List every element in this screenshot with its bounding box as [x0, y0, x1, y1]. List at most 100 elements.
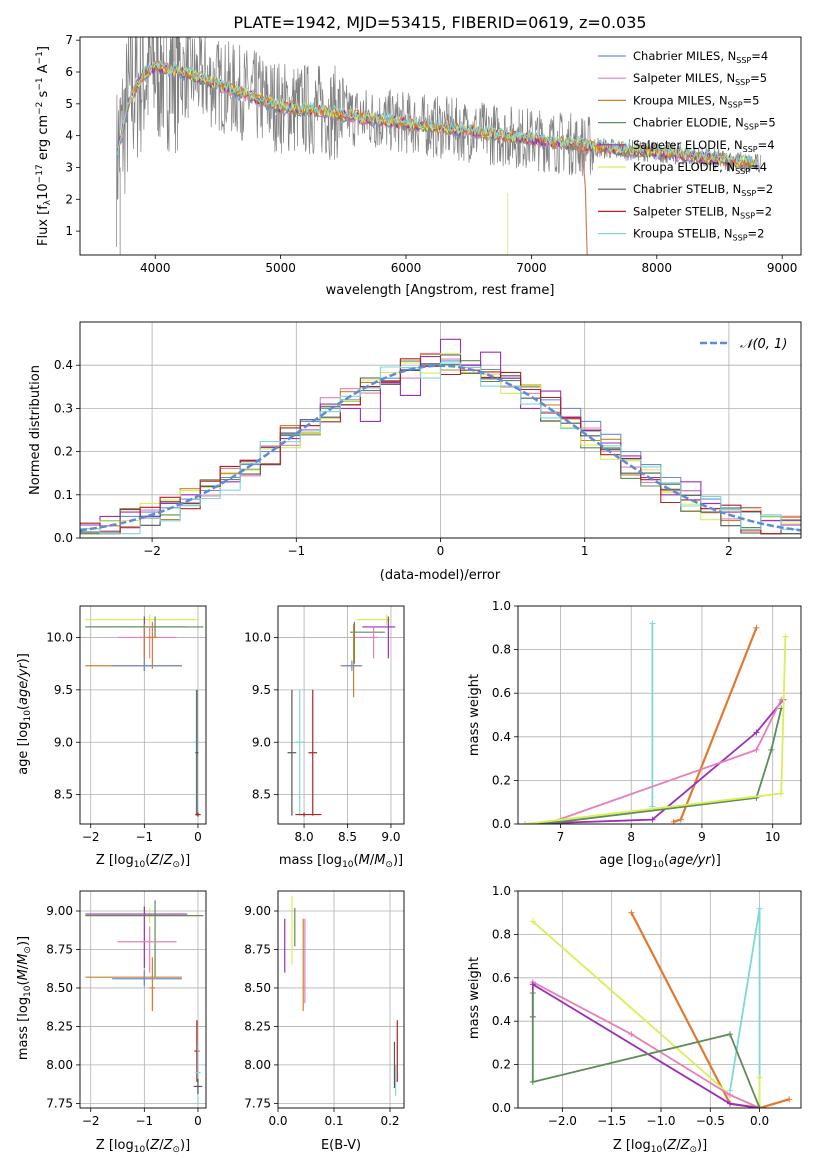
mw-z-line: [531, 982, 760, 1108]
legend-label: Chabrier MILES, NSSP=4: [633, 49, 768, 65]
residuals-ylabel: Normed distribution: [28, 365, 43, 495]
x-tick-label: 0: [437, 544, 445, 558]
axes-frame: [79, 890, 207, 1109]
y-tick-label: 0.6: [492, 686, 511, 700]
x-tick-label: 0: [194, 830, 202, 844]
x-tick-label: 8: [627, 830, 635, 844]
x-tick-label: −2: [143, 544, 161, 558]
y-tick-label: 9.00: [46, 904, 73, 918]
y-tick-label: 8.75: [46, 942, 73, 956]
y-tick-label: 0.3: [54, 401, 73, 415]
y-tick-label: 6: [65, 65, 73, 79]
y-tick-label: 8.75: [244, 942, 271, 956]
svg-text:Z [log10(Z/Z⊙)]: Z [log10(Z/Z⊙)]: [613, 1138, 707, 1155]
mw-age-line: [546, 699, 783, 824]
x-tick-label: 0: [194, 1114, 202, 1128]
y-tick-label: 8.00: [244, 1058, 271, 1072]
x-tick-label: 8000: [642, 261, 673, 275]
mass-z-points: [85, 900, 204, 1104]
mass-vs-ebv-panel: 0.0 0.1 0.2 7.75 8.00 8.25 8.50 8.75 9.00: [244, 890, 405, 1128]
mass-weight-vs-z-panel: −2.0 −1.5 −1.0 −0.5 0.0 0.0 0.2 0.4 0.6 0.8 1.0: [492, 884, 802, 1128]
x-tick-label: 9: [698, 830, 706, 844]
model-spectrum: [117, 59, 758, 167]
x-tick-label: 9000: [767, 261, 798, 275]
mass-z-ylabel: mass [log10(M/M⊙)]: [16, 936, 33, 1060]
svg-text:Z [log10(Z/Z⊙)]: Z [log10(Z/Z⊙)]: [96, 1138, 190, 1155]
mw-z-line: [532, 981, 760, 1108]
y-tick-label: 9.5: [54, 683, 73, 697]
svg-text:mass [log10(M/M⊙)]: mass [log10(M/M⊙)]: [279, 853, 403, 870]
x-tick-label: 1: [581, 544, 589, 558]
y-tick-label: 9.0: [252, 735, 271, 749]
y-tick-label: 8.5: [54, 788, 73, 802]
y-tick-label: 7.75: [244, 1096, 271, 1110]
x-tick-label: 0.0: [750, 1114, 769, 1128]
mw-age-line: [673, 627, 758, 823]
mw-z-lines: [529, 905, 793, 1108]
y-tick-label: 0.0: [492, 1101, 511, 1115]
svg-text:age [log10(age/yr)]: age [log10(age/yr)]: [599, 853, 721, 870]
x-tick-label: −1: [135, 830, 153, 844]
svg-text:age [log10(age/yr)]: age [log10(age/yr)]: [16, 653, 33, 775]
y-tick-label: 0.4: [492, 730, 511, 744]
y-tick-label: 0.8: [492, 927, 511, 941]
age-z-ylabel: age [log10(age/yr)]: [16, 653, 33, 775]
x-tick-label: −0.5: [696, 1114, 725, 1128]
y-tick-label: 7: [65, 33, 73, 47]
x-tick-label: −1.5: [597, 1114, 626, 1128]
x-tick-label: 7000: [516, 261, 547, 275]
y-tick-label: 3: [65, 160, 73, 174]
legend-label: Chabrier ELODIE, NSSP=5: [633, 116, 776, 132]
x-tick-label: −1: [287, 544, 305, 558]
x-tick-label: 0.0: [268, 1114, 287, 1128]
spectrum-xlabel: wavelength [Angstrom, rest frame]: [326, 283, 555, 298]
y-tick-label: 8.25: [244, 1019, 271, 1033]
figure-title: PLATE=1942, MJD=53415, FIBERID=0619, z=0…: [233, 13, 646, 32]
x-tick-label: −2.0: [548, 1114, 577, 1128]
spectrum-legend: Chabrier MILES, NSSP=4 Salpeter MILES, NS…: [598, 49, 776, 243]
axes-frame: [517, 605, 802, 825]
mass-vs-z-panel: −2 −1 0 7.75 8.00 8.25 8.50 8.75 9.00: [46, 890, 207, 1128]
x-tick-label: 9.0: [381, 830, 400, 844]
mw-age-line: [524, 636, 787, 824]
axes-frame: [79, 605, 207, 825]
y-tick-label: 0.8: [492, 643, 511, 657]
mw-z-line: [531, 993, 761, 1108]
legend-label: Salpeter STELIB, NSSP=2: [633, 204, 772, 220]
y-tick-label: 0.1: [54, 488, 73, 502]
y-tick-label: 0.2: [54, 445, 73, 459]
y-tick-label: 1.0: [492, 884, 511, 898]
mass-weight-vs-age-panel: 7 8 9 10 0.0 0.2 0.4 0.6 0.8 1.0: [492, 599, 802, 844]
x-tick-label: 2: [725, 544, 733, 558]
y-tick-label: 9.5: [252, 683, 271, 697]
legend-label: Salpeter ELODIE, NSSP=4: [633, 138, 775, 154]
axes-frame: [277, 605, 405, 825]
mass-z-xlabel: Z [log10(Z/Z⊙)]: [96, 1138, 190, 1155]
svg-text:mass [log10(M/M⊙)]: mass [log10(M/M⊙)]: [16, 936, 33, 1060]
y-tick-label: 0.4: [492, 1014, 511, 1028]
axes-frame: [277, 890, 405, 1109]
mw-z-line: [532, 920, 761, 1108]
y-tick-label: 0.0: [54, 531, 73, 545]
mass-ebv-xlabel: E(B-V): [321, 1138, 361, 1153]
mass-ebv-points: [284, 895, 398, 1096]
y-tick-label: 2: [65, 192, 73, 206]
age-z-xlabel: Z [log10(Z/Z⊙)]: [96, 853, 190, 870]
legend-label: Kroupa ELODIE, NSSP=4: [633, 160, 767, 176]
y-tick-label: 10.0: [46, 630, 73, 644]
y-tick-label: 0.4: [54, 358, 73, 372]
y-tick-label: 10.0: [244, 630, 271, 644]
y-tick-label: 8.00: [46, 1058, 73, 1072]
residuals-panel: −2 −1 0 1 2 0.0 0.1 0.2 0.3 0.4: [54, 321, 802, 558]
axes-frame: [79, 36, 802, 256]
mw-z-xlabel: Z [log10(Z/Z⊙)]: [613, 1138, 707, 1155]
residuals-xlabel: (data-model)/error: [380, 568, 501, 583]
x-tick-label: −2: [82, 830, 100, 844]
age-mass-points: [287, 614, 396, 817]
x-tick-label: 8.0: [295, 830, 314, 844]
mw-age-lines: [522, 620, 789, 824]
x-tick-label: 0.2: [380, 1114, 399, 1128]
age-vs-mass-panel: 8.0 8.5 9.0 8.5 9.0 9.5 10.0: [244, 605, 405, 844]
mw-age-xlabel: age [log10(age/yr)]: [599, 853, 721, 870]
legend-label: Kroupa MILES, NSSP=5: [633, 93, 759, 109]
